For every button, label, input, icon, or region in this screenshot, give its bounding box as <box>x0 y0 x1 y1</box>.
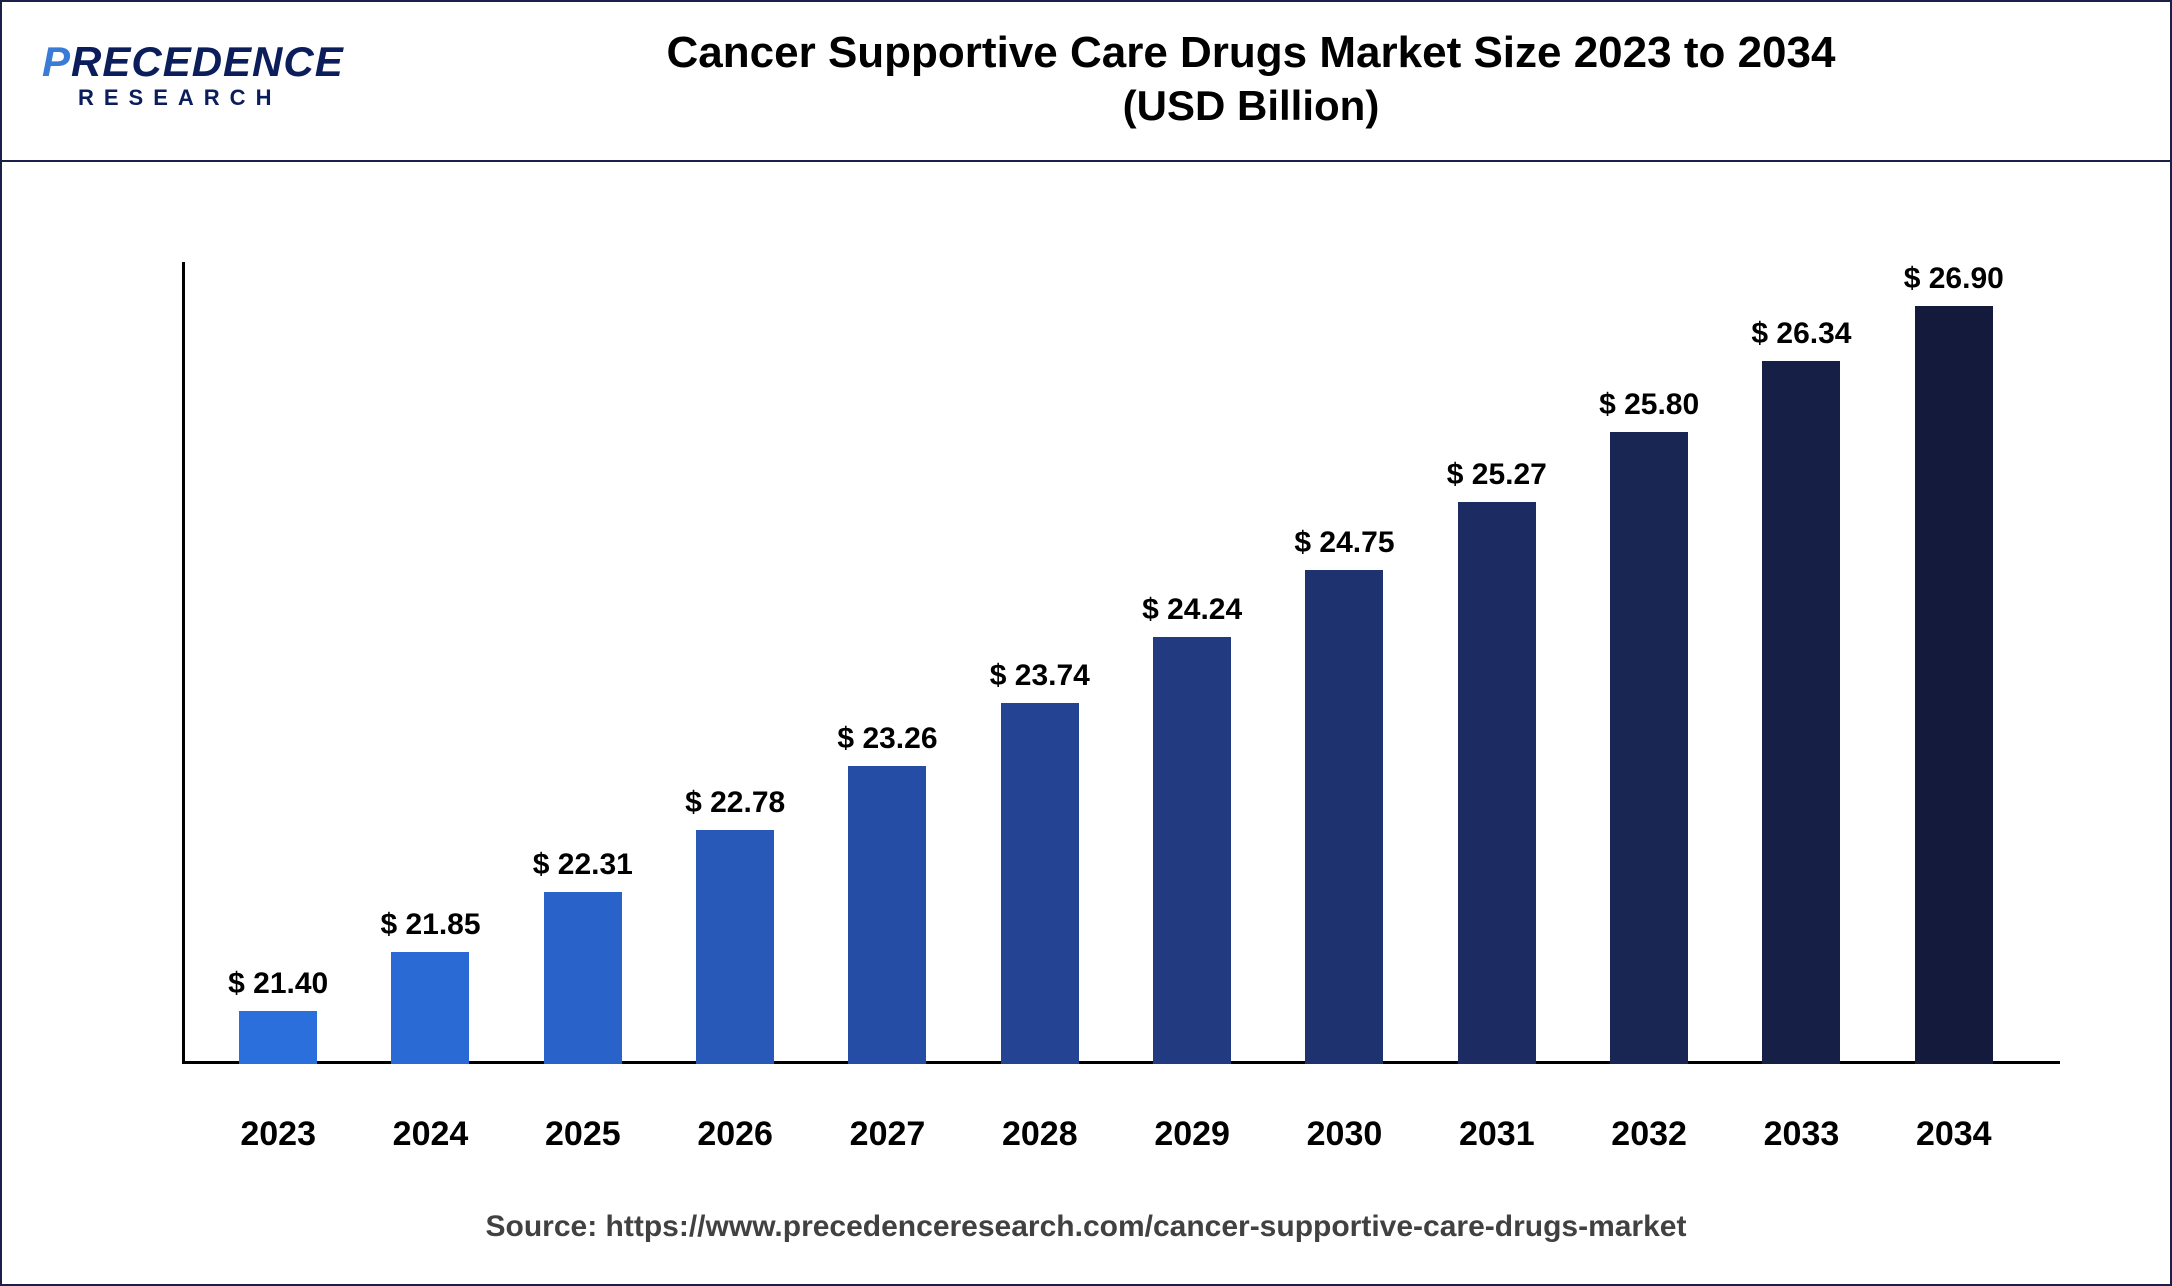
brand-logo: PRECEDENCE RESEARCH <box>42 41 372 131</box>
bar-rect <box>1305 570 1383 1064</box>
chart-subtitle: (USD Billion) <box>372 79 2130 134</box>
x-tick-label: 2025 <box>507 1115 659 1154</box>
bar-value-label: $ 21.40 <box>228 967 328 1001</box>
bar-rect <box>848 766 926 1064</box>
logo-accent-letter: P <box>42 38 71 85</box>
bar-value-label: $ 26.90 <box>1904 262 2004 296</box>
bar-slot: $ 24.24 <box>1116 262 1268 1064</box>
bar-slot: $ 26.90 <box>1878 262 2030 1064</box>
bar-value-label: $ 22.78 <box>685 786 785 820</box>
bar-slot: $ 22.31 <box>507 262 659 1064</box>
bar-value-label: $ 23.74 <box>990 659 1090 693</box>
x-tick-label: 2032 <box>1573 1115 1725 1154</box>
bar-value-label: $ 26.34 <box>1751 317 1851 351</box>
x-tick-label: 2027 <box>811 1115 963 1154</box>
bar-value-label: $ 23.26 <box>837 722 937 756</box>
chart-plot-area: $ 21.40 $ 21.85 $ 22.31 $ 22.78 $ 23.26 $ 23.… <box>182 262 2050 1064</box>
x-tick-label: 2030 <box>1268 1115 1420 1154</box>
bar-value-label: $ 24.75 <box>1294 526 1394 560</box>
bar-slot: $ 25.80 <box>1573 262 1725 1064</box>
x-tick-label: 2024 <box>354 1115 506 1154</box>
header-band: PRECEDENCE RESEARCH Cancer Supportive Ca… <box>2 2 2170 162</box>
bar-rect <box>1153 637 1231 1064</box>
chart-frame: PRECEDENCE RESEARCH Cancer Supportive Ca… <box>0 0 2172 1286</box>
bar-value-label: $ 25.80 <box>1599 388 1699 422</box>
bar-slot: $ 23.74 <box>964 262 1116 1064</box>
bar-value-label: $ 22.31 <box>533 848 633 882</box>
bar-value-label: $ 24.24 <box>1142 593 1242 627</box>
bar-slot: $ 25.27 <box>1421 262 1573 1064</box>
bar-rect <box>239 1011 317 1064</box>
bar-slot: $ 22.78 <box>659 262 811 1064</box>
x-tick-label: 2031 <box>1421 1115 1573 1154</box>
x-tick-label: 2023 <box>202 1115 354 1154</box>
bar-rect <box>1610 432 1688 1064</box>
bar-rect <box>391 952 469 1064</box>
bar-value-label: $ 21.85 <box>380 908 480 942</box>
title-wrap: Cancer Supportive Care Drugs Market Size… <box>372 28 2130 133</box>
bar-slot: $ 26.34 <box>1725 262 1877 1064</box>
bar-rect <box>1001 703 1079 1064</box>
bar-rect <box>696 830 774 1064</box>
bar-value-label: $ 25.27 <box>1447 458 1547 492</box>
x-ticks: 2023202420252026202720282029203020312032… <box>182 1115 2050 1154</box>
x-tick-label: 2026 <box>659 1115 811 1154</box>
bar-slot: $ 24.75 <box>1268 262 1420 1064</box>
bar-slot: $ 21.85 <box>354 262 506 1064</box>
bar-slot: $ 23.26 <box>811 262 963 1064</box>
bar-rect <box>1762 361 1840 1064</box>
logo-sub: RESEARCH <box>42 85 372 111</box>
bar-slot: $ 21.40 <box>202 262 354 1064</box>
chart-title: Cancer Supportive Care Drugs Market Size… <box>372 28 2130 79</box>
bar-rect <box>1458 502 1536 1064</box>
bar-container: $ 21.40 $ 21.85 $ 22.31 $ 22.78 $ 23.26 $ 23.… <box>182 262 2050 1064</box>
x-tick-label: 2028 <box>964 1115 1116 1154</box>
logo-main: PRECEDENCE <box>42 41 372 83</box>
x-tick-label: 2034 <box>1878 1115 2030 1154</box>
logo-rest: RECEDENCE <box>71 38 344 85</box>
bar-rect <box>544 892 622 1064</box>
x-tick-label: 2033 <box>1725 1115 1877 1154</box>
bar-rect <box>1915 306 1993 1064</box>
x-tick-label: 2029 <box>1116 1115 1268 1154</box>
source-line: Source: https://www.precedenceresearch.c… <box>2 1210 2170 1244</box>
